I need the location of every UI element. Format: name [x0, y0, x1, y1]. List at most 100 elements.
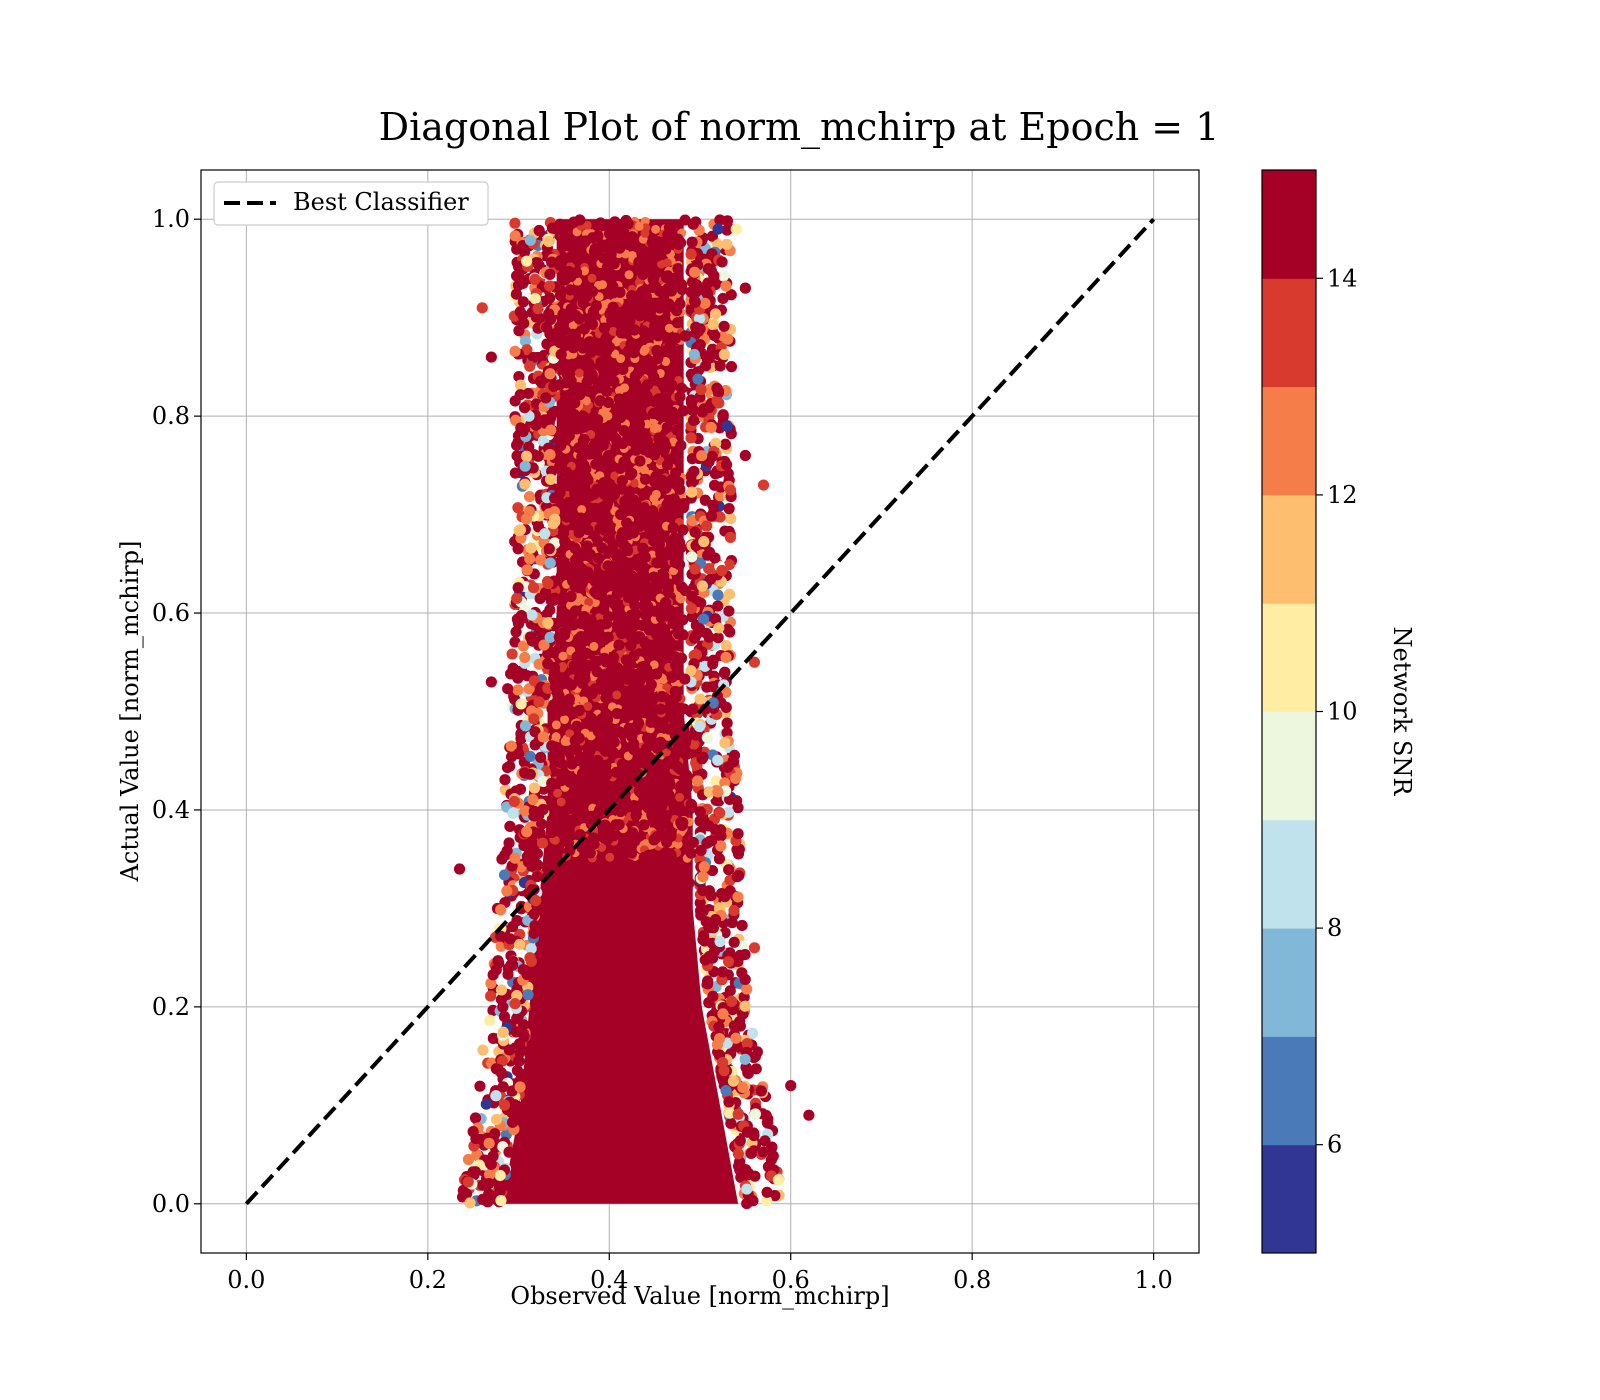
scatter-point [693, 623, 706, 635]
scatter-point [714, 481, 727, 493]
scatter-point [535, 818, 548, 830]
scatter-point [621, 542, 633, 554]
scatter-point [632, 434, 644, 446]
scatter-point [592, 552, 605, 564]
scatter-point [495, 1194, 507, 1207]
scatter-point [649, 832, 662, 845]
scatter-point [614, 228, 626, 241]
scatter-point [673, 839, 683, 849]
scatter-point [560, 537, 572, 549]
scatter-point [673, 476, 685, 489]
scatter-point [544, 449, 556, 461]
scatter-point [650, 850, 662, 862]
scatter-point [685, 847, 697, 859]
scatter-point [512, 582, 524, 594]
scatter-point [571, 720, 583, 732]
scatter-point [713, 622, 725, 634]
scatter-point [686, 453, 698, 465]
plot-area: 0.0 0.2 0.4 0.6 0.8 1.0 0.0 0.2 0.4 0.6 0.8 1.0 [152, 169, 1200, 1294]
scatter-point [732, 1160, 745, 1172]
scatter-point [647, 273, 659, 285]
scatter-point [565, 590, 577, 603]
scatter-point [635, 694, 648, 706]
scatter-point [725, 361, 738, 373]
scatter-point [651, 869, 663, 881]
colorbar-bin [1262, 1036, 1316, 1146]
scatter-point [504, 933, 516, 945]
scatter-point [578, 433, 590, 445]
scatter-point [601, 834, 614, 846]
scatter-point [627, 387, 639, 399]
scatter-point [528, 908, 540, 920]
scatter-point [534, 827, 546, 839]
scatter-point [524, 750, 537, 763]
scatter-point [601, 500, 613, 512]
scatter-point [510, 288, 523, 300]
scatter-point [514, 1046, 526, 1059]
scatter-point [622, 560, 634, 572]
scatter-point [586, 318, 598, 330]
scatter-point [679, 889, 692, 901]
scatter-point [525, 542, 537, 554]
scatter-point [545, 595, 557, 607]
scatter-point [554, 487, 566, 499]
scatter-point [511, 915, 523, 927]
scatter-point [720, 1084, 732, 1097]
scatter-point [555, 757, 567, 769]
scatter-point [705, 510, 718, 522]
scatter-point [615, 327, 627, 339]
scatter-point [577, 297, 589, 309]
scatter-point [707, 697, 719, 709]
scatter-point [678, 703, 690, 715]
scatter-point [717, 292, 729, 305]
scatter-point [623, 764, 635, 776]
scatter-point [517, 640, 529, 652]
scatter-point [555, 775, 567, 787]
scatter-point [601, 261, 613, 274]
scatter-point [663, 703, 675, 715]
scatter-point [570, 885, 582, 897]
scatter-point [548, 845, 560, 857]
scatter-point [525, 943, 537, 955]
scatter-point [725, 512, 737, 525]
scatter-point [671, 317, 684, 329]
legend: Best Classifier [213, 181, 489, 226]
scatter-point [720, 701, 732, 713]
scatter-point [719, 927, 731, 939]
scatter-point [610, 766, 622, 778]
scatter-point [542, 577, 554, 590]
scatter-point [557, 465, 569, 478]
scatter-point [681, 748, 693, 760]
scatter-point [515, 609, 527, 622]
scatter-point [591, 666, 603, 678]
scatter-point [664, 779, 676, 791]
scatter-point [683, 837, 695, 849]
scatter-outlier-point [748, 656, 761, 668]
scatter-point [661, 459, 674, 471]
scatter-point [701, 288, 714, 300]
scatter-point [598, 603, 610, 615]
scatter-point [630, 902, 642, 914]
scatter-point [747, 1195, 759, 1207]
scatter-point [675, 541, 687, 553]
scatter-point [697, 871, 709, 883]
scatter-point [628, 800, 640, 812]
scatter-point [544, 368, 556, 380]
colorbar-bin [1262, 494, 1316, 604]
scatter-point [565, 814, 577, 826]
scatter-point [576, 451, 588, 463]
scatter-point [667, 522, 679, 534]
scatter-point [519, 805, 531, 817]
scatter-point [681, 780, 693, 793]
scatter-point [679, 214, 691, 226]
scatter-point [655, 703, 667, 715]
scatter-point [587, 573, 599, 585]
scatter-point [514, 1081, 526, 1093]
scatter-point [495, 993, 508, 1006]
scatter-point [535, 554, 547, 566]
scatter-point [761, 1117, 773, 1129]
scatter-point [705, 421, 717, 434]
y-tick-label: 0.6 [152, 599, 190, 627]
scatter-point [712, 589, 724, 601]
scatter-point [694, 806, 706, 818]
